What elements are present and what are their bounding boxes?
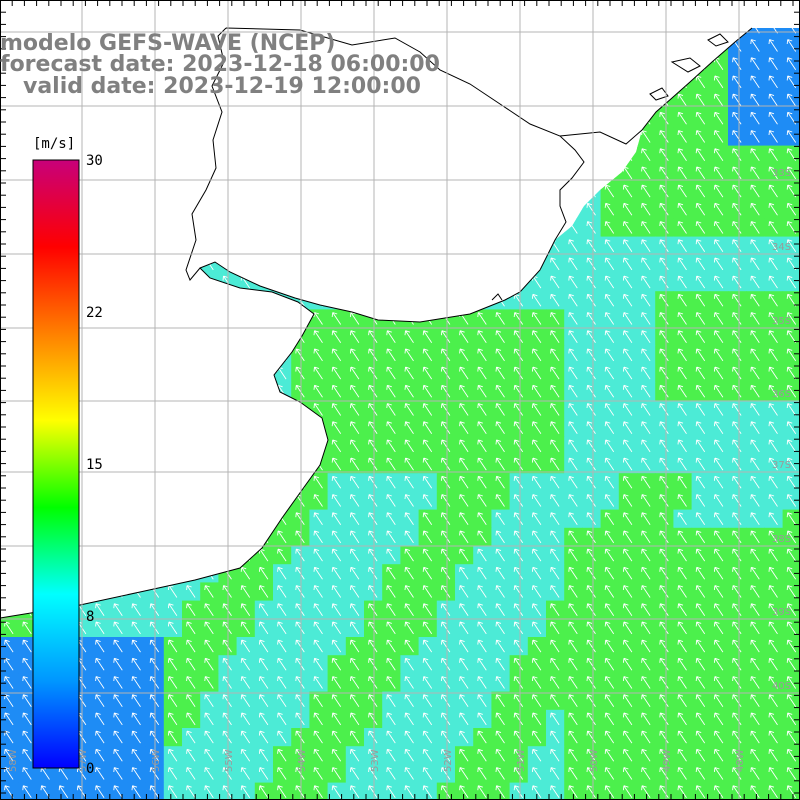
wind-cell (36, 783, 55, 800)
longitude-label: 55W (224, 749, 235, 772)
wind-cell (783, 328, 800, 347)
wind-cell (273, 783, 292, 800)
wind-cell (18, 783, 37, 800)
wind-cell (783, 364, 800, 383)
longitude-label: 52W (443, 749, 454, 772)
wind-cell (164, 783, 183, 800)
colorbar-tick-22: 22 (86, 305, 103, 321)
latitude-label: 36S (772, 389, 791, 400)
colorbar-tick-15: 15 (86, 457, 103, 473)
wind-cell (783, 419, 800, 438)
wind-cell (783, 273, 800, 292)
longitude-label: 50W (589, 749, 600, 772)
wind-cell (455, 783, 474, 800)
wind-cell (783, 291, 800, 310)
wind-cell (783, 109, 800, 128)
wind-cell (783, 127, 800, 146)
wind-cell (783, 400, 800, 419)
wind-cell (364, 783, 383, 800)
latitude-label: 35S (772, 316, 791, 327)
wind-cell (783, 182, 800, 201)
wind-cell (237, 783, 256, 800)
latitude-label: 37S (772, 460, 791, 471)
wind-cell (783, 346, 800, 365)
wind-cell (400, 783, 419, 800)
wind-cell (783, 36, 800, 55)
wind-cell (783, 91, 800, 110)
wind-cell (783, 746, 800, 765)
wind-cell (182, 783, 201, 800)
latitude-label: 38S (772, 534, 791, 545)
wind-cell (382, 783, 401, 800)
colorbar-tick-30: 30 (86, 153, 103, 169)
wind-cell (255, 783, 274, 800)
wind-cell (419, 783, 438, 800)
wind-cell (710, 783, 729, 800)
wind-cell (328, 783, 347, 800)
colorbar-tick-0: 0 (86, 761, 94, 777)
latitude-label: 34S (772, 242, 791, 253)
longitude-label: 49W (662, 749, 673, 772)
latitude-label: 33S (772, 168, 791, 179)
wind-cell (200, 783, 219, 800)
latitude-label: 39S (772, 607, 791, 618)
wind-cell (783, 710, 800, 729)
wind-cell (0, 783, 19, 800)
wind-cell (109, 783, 128, 800)
longitude-label: 54W (297, 749, 308, 772)
latitude-label: 40S (772, 681, 791, 692)
longitude-label: 48W (735, 749, 746, 772)
wind-cell (783, 200, 800, 219)
wind-cell (783, 146, 800, 165)
longitude-label: 51W (516, 749, 527, 772)
longitude-label: 56W (151, 749, 162, 772)
wind-cell (309, 783, 328, 800)
wind-cell (491, 783, 510, 800)
wind-cell (91, 783, 110, 800)
wind-cell (55, 783, 74, 800)
longitude-label: 58W (8, 749, 19, 772)
wind-cell (127, 783, 146, 800)
wind-cell (783, 491, 800, 510)
colorbar-scale (33, 160, 79, 768)
wind-cell (746, 783, 765, 800)
wind-cell (783, 218, 800, 237)
wind-cell (783, 255, 800, 274)
wind-cell (346, 783, 365, 800)
longitude-label: 53W (370, 749, 381, 772)
wind-cell (783, 73, 800, 92)
valid-date: valid date: 2023-12-19 12:00:00 (0, 75, 421, 99)
colorbar-tick-8: 8 (86, 609, 94, 625)
colorbar-unit: [m/s] (33, 136, 75, 152)
wind-cell (783, 55, 800, 74)
